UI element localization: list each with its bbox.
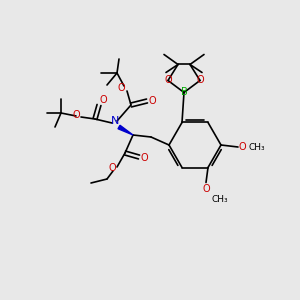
Text: O: O bbox=[148, 96, 156, 106]
Text: O: O bbox=[108, 163, 116, 173]
Text: CH₃: CH₃ bbox=[249, 142, 265, 152]
Text: O: O bbox=[72, 110, 80, 120]
Text: O: O bbox=[164, 76, 172, 85]
Polygon shape bbox=[118, 125, 133, 135]
Text: CH₃: CH₃ bbox=[212, 195, 228, 204]
Text: O: O bbox=[238, 142, 246, 152]
Text: O: O bbox=[196, 76, 204, 85]
Text: O: O bbox=[140, 153, 148, 163]
Text: B: B bbox=[181, 88, 188, 98]
Text: O: O bbox=[99, 95, 107, 105]
Text: O: O bbox=[202, 184, 210, 194]
Text: N: N bbox=[111, 116, 119, 126]
Text: O: O bbox=[117, 83, 125, 93]
